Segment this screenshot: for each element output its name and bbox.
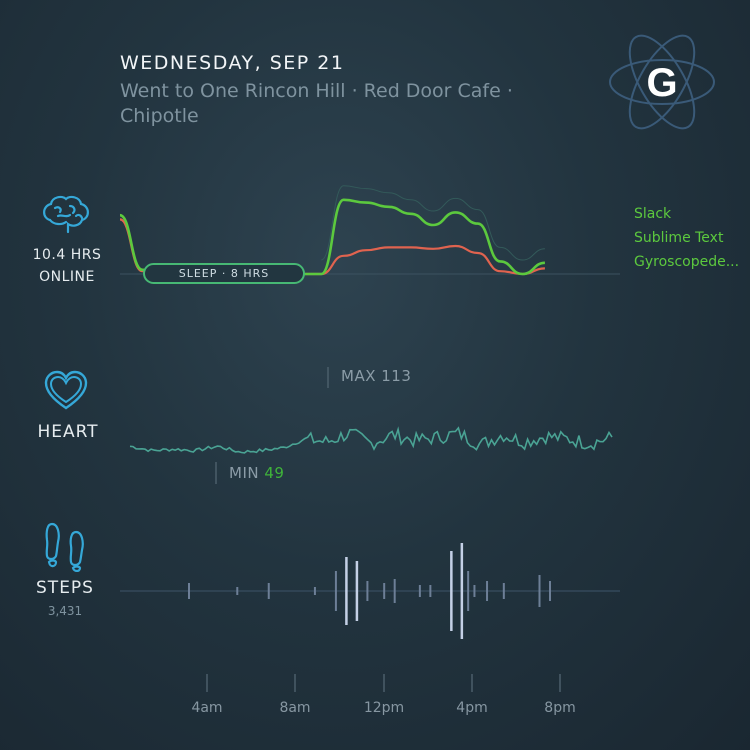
- brain-icon: [43, 195, 89, 234]
- sleep-pill[interactable]: SLEEP · 8 HRS: [143, 263, 305, 284]
- steps-chart: [120, 543, 620, 639]
- tick-label-4pm: 4pm: [456, 700, 488, 716]
- gyroscope-logo-icon[interactable]: G: [606, 26, 718, 138]
- heart-max-label: MAX 113: [341, 367, 411, 385]
- date-title: WEDNESDAY, SEP 21: [120, 52, 345, 74]
- legend-sublime-text[interactable]: Sublime Text: [634, 230, 724, 246]
- steps-count: 3,431: [47, 604, 83, 618]
- min-value: 49: [264, 464, 285, 482]
- heart-label: HEART: [37, 422, 99, 442]
- heart-icon: [44, 370, 88, 410]
- tick-label-12pm: 12pm: [363, 700, 405, 716]
- online-hours: 10.4 HRS: [32, 247, 102, 263]
- online-hours-label: 10.4 HRS ONLINE: [20, 244, 114, 288]
- legend-slack[interactable]: Slack: [634, 206, 672, 222]
- places-visited: Went to One Rincon Hill · Red Door Cafe …: [120, 80, 513, 127]
- max-text: MAX: [341, 367, 376, 385]
- footprints-icon: [45, 522, 84, 572]
- tick-label-4am: 4am: [191, 700, 223, 716]
- tick-label-8pm: 8pm: [544, 700, 576, 716]
- heart-min-label: MIN 49: [229, 464, 284, 482]
- steps-label: STEPS: [36, 578, 94, 598]
- tick-label-8am: 8am: [279, 700, 311, 716]
- max-value: 113: [381, 367, 412, 385]
- min-text: MIN: [229, 464, 260, 482]
- heart-chart: [129, 367, 613, 484]
- heart-rate-line: [129, 426, 613, 454]
- time-axis: [206, 674, 561, 692]
- online-status: ONLINE: [39, 269, 95, 285]
- online-area-outline: [321, 185, 545, 261]
- logo-letter: G: [646, 61, 677, 105]
- online-chart: [119, 185, 620, 276]
- legend-gyroscopede[interactable]: Gyroscopede...: [634, 254, 740, 270]
